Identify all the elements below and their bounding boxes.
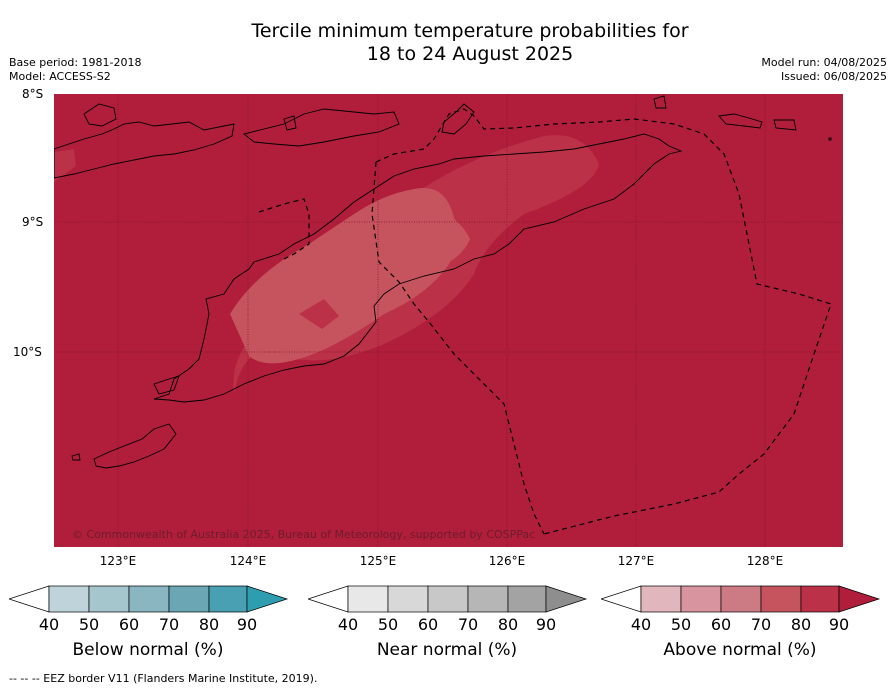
lon-label-125e: 125°E: [359, 554, 397, 568]
map-copyright: © Commonwealth of Australia 2025, Bureau…: [72, 528, 535, 541]
lon-label-126e: 126°E: [488, 554, 526, 568]
title-line-1: Tercile minimum temperature probabilitie…: [251, 20, 689, 42]
colorbar-near-bin-80: [507, 585, 547, 613]
colorbar-above-over-arrow: [838, 585, 881, 613]
lon-label-124e: 124°E: [229, 554, 267, 568]
tick: 60: [417, 615, 439, 634]
lon-label-123e: 123°E: [99, 554, 137, 568]
colorbar-near-label: Near normal (%): [376, 640, 518, 660]
tick: 60: [710, 615, 732, 634]
colorbar-below-bin-80: [208, 585, 248, 613]
issued-date: Issued: 06/08/2025: [780, 70, 887, 83]
colorbar-above-label: Above normal (%): [663, 640, 817, 660]
tick: 50: [670, 615, 692, 634]
probability-map[interactable]: © Commonwealth of Australia 2025, Bureau…: [54, 94, 843, 547]
colorbar-below-label: Below normal (%): [72, 640, 224, 660]
colorbar-below-bin-60: [128, 585, 170, 613]
colorbar-near-bin-50: [387, 585, 429, 613]
tick: 90: [535, 615, 557, 634]
lat-label-8s: 8°S: [22, 87, 44, 101]
colorbar-above-bin-50: [680, 585, 722, 613]
tick: 50: [78, 615, 100, 634]
colorbar-above-under-arrow: [601, 585, 642, 613]
colorbar-below-bin-40: [48, 585, 90, 613]
tick: 40: [38, 615, 60, 634]
lon-label-128e: 128°E: [746, 554, 784, 568]
colorbar-near-bin-40: [347, 585, 389, 613]
lon-label-127e: 127°E: [617, 554, 655, 568]
tick: 60: [118, 615, 140, 634]
colorbar-above-normal: [601, 585, 881, 613]
graticule: [54, 94, 843, 547]
tick: 40: [337, 615, 359, 634]
contour-80-hole: [299, 299, 339, 329]
tick: 90: [236, 615, 258, 634]
colorbar-above-bin-80: [800, 585, 840, 613]
eez-legend-note: -- -- -- EEZ border V11 (Flanders Marine…: [9, 672, 318, 685]
colorbar-below-bin-70: [168, 585, 210, 613]
colorbar-near-over-arrow: [545, 585, 588, 613]
base-period: Base period: 1981-2018: [9, 56, 142, 69]
map-title: Tercile minimum temperature probabilitie…: [200, 20, 740, 66]
lat-label-10s: 10°S: [13, 345, 42, 359]
colorbar-below-normal: [9, 585, 289, 613]
tick: 50: [377, 615, 399, 634]
model-name: Model: ACCESS-S2: [9, 70, 111, 83]
colorbar-above-bin-70: [760, 585, 802, 613]
tick: 90: [828, 615, 850, 634]
meta-left: Base period: 1981-2018 Model: ACCESS-S2: [9, 56, 141, 84]
colorbar-near-under-arrow: [308, 585, 349, 613]
title-line-2: 18 to 24 August 2025: [366, 43, 574, 65]
tick: 70: [457, 615, 479, 634]
colorbar-above-bin-60: [720, 585, 762, 613]
contour-80-region: [54, 135, 599, 394]
model-run: Model run: 04/08/2025: [761, 56, 887, 69]
tick: 40: [630, 615, 652, 634]
colorbar-near-bin-70: [467, 585, 509, 613]
tick: 80: [790, 615, 812, 634]
meta-right: Model run: 04/08/2025 Issued: 06/08/2025: [761, 56, 887, 84]
tick: 70: [750, 615, 772, 634]
colorbar-near-normal: [308, 585, 588, 613]
map-background: [54, 94, 843, 547]
colorbar-below-under-arrow: [9, 585, 50, 613]
coastlines: [54, 95, 832, 469]
tick: 70: [158, 615, 180, 634]
eez-border: [258, 108, 832, 535]
colorbar-near-bin-60: [427, 585, 469, 613]
colorbar-below-over-arrow: [246, 585, 289, 613]
lat-label-9s: 9°S: [22, 215, 44, 229]
colorbar-above-bin-40: [640, 585, 682, 613]
tick: 80: [497, 615, 519, 634]
colorbar-below-bin-50: [88, 585, 130, 613]
tick: 80: [198, 615, 220, 634]
